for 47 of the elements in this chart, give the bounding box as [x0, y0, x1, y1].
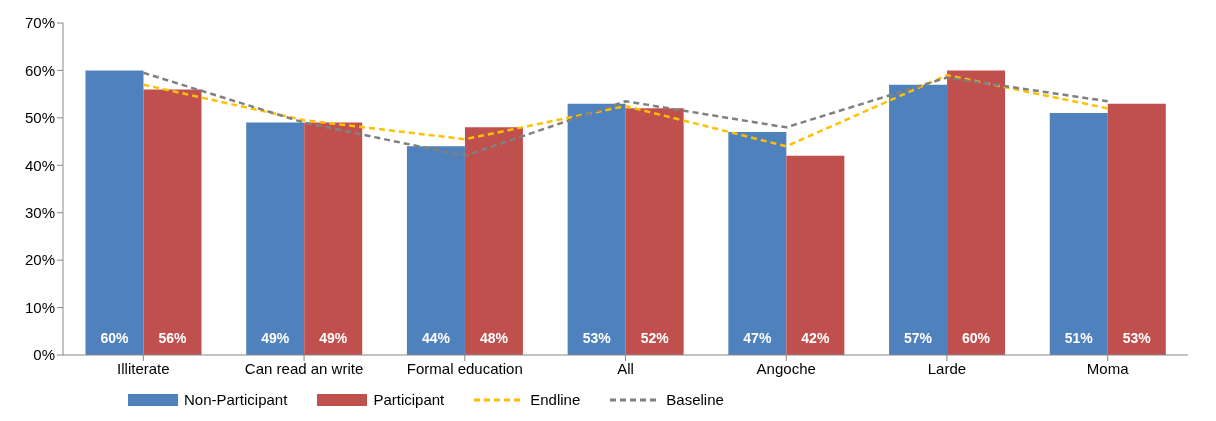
x-tick-label: Angoche	[756, 359, 816, 377]
bar	[786, 155, 845, 355]
bar	[464, 127, 523, 355]
bar	[85, 70, 144, 355]
y-tick-label: 40%	[24, 156, 55, 174]
x-tick-label: All	[617, 359, 634, 377]
y-tick-label: 20%	[24, 251, 55, 269]
x-tick-label: Larde	[927, 359, 967, 377]
y-tick-label: 60%	[24, 61, 55, 79]
y-tick-label: 10%	[24, 298, 55, 316]
bar	[625, 108, 684, 355]
data-label: 49%	[319, 330, 348, 346]
bar	[947, 70, 1006, 355]
bar	[304, 122, 363, 355]
x-tick-label: Illiterate	[117, 359, 170, 377]
data-label: 51%	[1064, 330, 1094, 346]
data-label: 53%	[582, 330, 612, 346]
x-tick-label: Moma	[1086, 359, 1130, 377]
data-label: 48%	[479, 330, 509, 346]
bar	[889, 84, 948, 355]
bar	[143, 89, 202, 355]
bar	[567, 103, 626, 355]
legend-label: Baseline	[665, 391, 724, 408]
data-label: 56%	[158, 330, 188, 346]
data-label: 52%	[640, 330, 670, 346]
legend-label: Non-Participant	[183, 391, 288, 408]
y-tick-label: 50%	[24, 109, 55, 127]
data-label: 49%	[261, 330, 290, 346]
legend-label: Endline	[529, 391, 581, 408]
data-label: 47%	[743, 330, 772, 346]
data-label: 44%	[421, 330, 451, 346]
x-tick-label: Can read an write	[244, 359, 364, 377]
data-label: 60%	[962, 330, 991, 346]
bar	[1107, 103, 1166, 355]
y-tick-label: 30%	[24, 204, 55, 222]
data-label: 53%	[1122, 330, 1152, 346]
legend-label: Participant	[372, 391, 445, 408]
x-tick-label: Formal education	[406, 359, 523, 377]
data-label: 42%	[801, 330, 830, 346]
y-tick-label: 70%	[24, 14, 55, 32]
bar	[246, 122, 305, 355]
y-tick-label: 0%	[33, 346, 55, 364]
data-label: 60%	[100, 330, 130, 346]
bar	[728, 132, 787, 355]
bar	[1049, 113, 1108, 355]
data-label: 57%	[904, 330, 933, 346]
bar	[406, 146, 465, 355]
